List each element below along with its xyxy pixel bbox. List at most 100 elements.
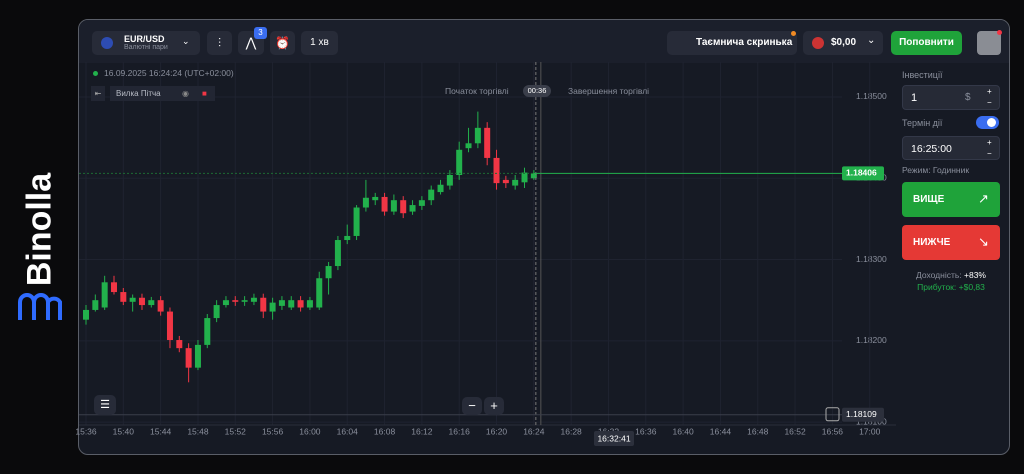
crosshair-time-box: [594, 431, 634, 446]
expiry-label: Термін дії: [902, 118, 943, 128]
toggle[interactable]: [976, 116, 999, 129]
x-tick-label: 16:52: [784, 426, 806, 436]
x-tick-label: 17:00: [859, 426, 881, 436]
profit-label: Прибуток:: [917, 282, 957, 292]
indicator-chip[interactable]: Вилка Пітча ◉ ■: [110, 86, 215, 101]
candle-body: [334, 240, 341, 267]
candle-body: [232, 300, 239, 302]
flag: [812, 37, 824, 49]
x-tick-label: 15:40: [113, 426, 135, 436]
x-tick-label: 15:36: [75, 426, 97, 436]
x-tick-label: 16:44: [710, 426, 732, 436]
candle-body: [484, 127, 491, 158]
candle-body: [176, 340, 183, 349]
countdown: 00:36: [523, 85, 551, 97]
delete-icon[interactable]: ■: [202, 89, 207, 98]
up-button[interactable]: ВИЩЕ ↗: [902, 182, 1000, 217]
x-tick-label: 16:16: [449, 426, 471, 436]
collapse[interactable]: ⇤: [91, 86, 105, 101]
notification-dot: [997, 30, 1002, 35]
candle-body: [138, 297, 145, 306]
x-tick-label: 16:48: [747, 426, 769, 436]
candle-body: [474, 127, 481, 144]
mode: Режим: Годинник: [902, 165, 970, 175]
candle-body: [288, 300, 295, 308]
candle-body: [306, 300, 313, 308]
x-tick-label: 15:52: [225, 426, 247, 436]
x-tick-label: 16:00: [299, 426, 321, 436]
candle-body: [390, 200, 397, 212]
candle-body: [428, 189, 435, 201]
timestamp: 16.09.2025 16:24:24 (UTC+02:00): [104, 68, 234, 78]
pair-type: Валютні пари: [124, 44, 168, 51]
timeframe-button[interactable]: 1 хв: [301, 31, 338, 55]
crosshair-icon: [825, 407, 840, 422]
candle-body: [92, 300, 99, 310]
deposit-button[interactable]: Поповнити: [891, 31, 962, 55]
eye-icon[interactable]: ◉: [182, 89, 189, 98]
indicator: Вилка Пітча: [116, 89, 161, 98]
currency: $: [965, 92, 971, 103]
stepper[interactable]: + −: [987, 87, 992, 107]
x-tick-label: 16:56: [822, 426, 844, 436]
yield-row: Доходність: +83%: [902, 270, 1000, 280]
investment: 1: [911, 92, 918, 104]
y-tick-label: 1.18300: [856, 254, 887, 264]
x-tick-label: 15:48: [187, 426, 209, 436]
profit: +$0,83: [958, 282, 985, 292]
candle-body: [278, 300, 285, 306]
balance: $0,00: [831, 37, 857, 48]
x-tick-label: 15:56: [262, 426, 284, 436]
x-tick-label: 16:40: [672, 426, 694, 436]
candle-body: [521, 172, 528, 183]
candle-body: [465, 143, 472, 149]
candle-body: [269, 302, 276, 312]
x-tick-label: 16:20: [486, 426, 508, 436]
pair-selector[interactable]: EUR/USD Валютні пари ⌄: [92, 31, 200, 55]
candle-body: [110, 282, 117, 293]
investment-input[interactable]: 1 $ + −: [902, 85, 1000, 110]
settings-button[interactable]: ☰: [94, 395, 116, 415]
down-button[interactable]: НИЖЧЕ ↘: [902, 225, 1000, 260]
investment-label: Інвестиції: [902, 70, 943, 80]
avatar[interactable]: [977, 31, 1001, 55]
zoom-out[interactable]: −: [462, 397, 482, 415]
expiry: 16:25:00: [911, 143, 952, 155]
x-tick-label: 16:12: [411, 426, 433, 436]
logo-icon: [18, 293, 62, 320]
candle-body: [316, 278, 323, 308]
expiry-input[interactable]: 16:25:00 + −: [902, 136, 1000, 160]
candle-body: [260, 297, 267, 312]
candle-body: [101, 282, 108, 308]
y-tick-label: 1.18200: [856, 335, 887, 345]
balance-button[interactable]: $0,00 ⌄: [803, 31, 883, 55]
x-tick-label: 16:36: [635, 426, 657, 436]
indicators-button[interactable]: ⋀: [238, 31, 264, 55]
candle-body: [456, 149, 463, 175]
x-tick-label: 16:08: [374, 426, 396, 436]
alerts-button[interactable]: ⏰: [270, 31, 295, 55]
mystery-box-button[interactable]: Таємнича скринька: [667, 31, 797, 55]
candle-body: [204, 318, 211, 345]
zoom-in[interactable]: +: [484, 397, 504, 415]
candle-body: [437, 184, 444, 193]
stepper[interactable]: + −: [987, 138, 992, 158]
trade-end: Завершення торгівлі: [568, 86, 650, 96]
candle-body: [250, 297, 257, 302]
live-dot: [93, 71, 98, 76]
candle-body: [381, 196, 388, 212]
candle-body: [372, 196, 379, 201]
candle-body: [418, 200, 425, 206]
candle-body: [512, 179, 519, 186]
candle-body: [213, 305, 220, 319]
candle-body: [530, 173, 537, 179]
candle-body: [83, 309, 89, 320]
chevron: ⌄: [182, 36, 190, 46]
candle-body: [166, 311, 173, 341]
candle-body: [120, 292, 127, 302]
up-label: ВИЩЕ: [913, 194, 945, 205]
candle-body: [194, 344, 201, 368]
candle-body: [446, 174, 453, 186]
chart-type-button[interactable]: ⫶: [207, 31, 232, 55]
